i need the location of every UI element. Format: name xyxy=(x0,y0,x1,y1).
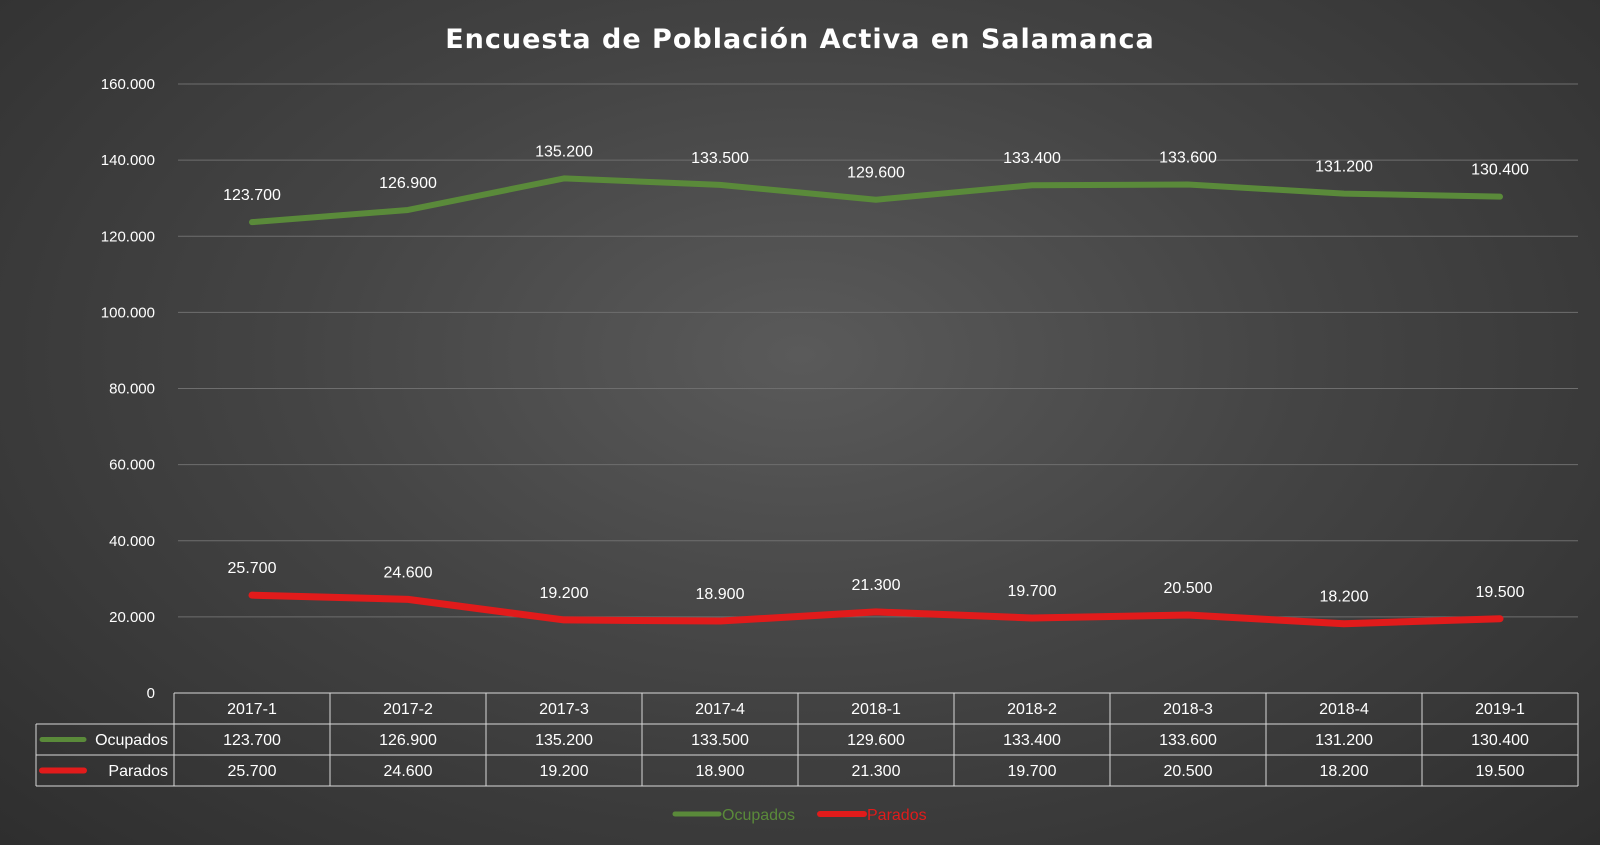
table-cell: 19.700 xyxy=(1008,763,1057,780)
table-cell: 24.600 xyxy=(384,763,433,780)
legend: Ocupados Parados xyxy=(672,807,927,824)
table-series-name: Parados xyxy=(108,763,168,780)
table-cell: 130.400 xyxy=(1471,732,1529,749)
data-label: 133.600 xyxy=(1159,149,1217,166)
data-label: 25.700 xyxy=(228,560,277,577)
x-tick-label: 2017-2 xyxy=(383,701,433,718)
data-table: 2017-1 2017-2 2017-3 2017-4 2018-1 2018-2 2018… xyxy=(35,692,1579,787)
data-label: 24.600 xyxy=(384,564,433,581)
x-tick-label: 2017-3 xyxy=(539,701,589,718)
data-label: 19.700 xyxy=(1008,583,1057,600)
table-cell: 129.600 xyxy=(847,732,905,749)
data-label: 126.900 xyxy=(379,175,437,192)
y-tick-label: 120.000 xyxy=(101,228,155,245)
y-axis-ticks: 0 20.000 40.000 60.000 80.000 100.000 120.000 1… xyxy=(101,76,155,702)
data-label: 20.500 xyxy=(1164,580,1213,597)
data-label: 135.200 xyxy=(535,143,593,160)
table-cell: 18.900 xyxy=(696,763,745,780)
x-tick-label: 2018-4 xyxy=(1319,701,1369,718)
data-label: 123.700 xyxy=(223,187,281,204)
table-cell: 135.200 xyxy=(535,732,593,749)
table-cell: 21.300 xyxy=(852,763,901,780)
y-tick-label: 160.000 xyxy=(101,76,155,93)
table-cell: 123.700 xyxy=(223,732,281,749)
y-tick-label: 0 xyxy=(147,685,155,702)
data-label: 133.500 xyxy=(691,150,749,167)
y-tick-label: 20.000 xyxy=(109,609,155,626)
data-label: 21.300 xyxy=(852,577,901,594)
table-cell: 133.400 xyxy=(1003,732,1061,749)
table-cell: 126.900 xyxy=(379,732,437,749)
table-series-name: Ocupados xyxy=(95,732,168,749)
series-lines xyxy=(248,175,1504,628)
y-tick-label: 60.000 xyxy=(109,457,155,474)
gridlines xyxy=(178,83,1578,618)
table-cell: 25.700 xyxy=(228,763,277,780)
x-tick-label: 2018-2 xyxy=(1007,701,1057,718)
table-cell: 131.200 xyxy=(1315,732,1373,749)
y-tick-label: 140.000 xyxy=(101,152,155,169)
legend-label: Parados xyxy=(867,807,927,824)
data-labels: 123.700 126.900 135.200 133.500 129.600 133.4… xyxy=(223,143,1529,605)
data-label: 131.200 xyxy=(1315,159,1373,176)
legend-label: Ocupados xyxy=(722,807,795,824)
table-cell: 133.600 xyxy=(1159,732,1217,749)
y-tick-label: 100.000 xyxy=(101,304,155,321)
table-cell: 133.500 xyxy=(691,732,749,749)
y-tick-label: 40.000 xyxy=(109,533,155,550)
data-label: 133.400 xyxy=(1003,150,1061,167)
x-tick-label: 2018-3 xyxy=(1163,701,1213,718)
data-label: 129.600 xyxy=(847,165,905,182)
table-cell: 20.500 xyxy=(1164,763,1213,780)
series-line-ocupados xyxy=(249,175,1503,226)
table-cell: 19.500 xyxy=(1476,763,1525,780)
x-tick-label: 2019-1 xyxy=(1475,701,1525,718)
table-cell: 18.200 xyxy=(1320,763,1369,780)
table-cell: 19.200 xyxy=(540,763,589,780)
y-tick-label: 80.000 xyxy=(109,381,155,398)
chart-title: Encuesta de Población Activa en Salamanc… xyxy=(445,24,1155,55)
data-label: 18.900 xyxy=(696,586,745,603)
data-label: 130.400 xyxy=(1471,162,1529,179)
data-label: 18.200 xyxy=(1320,589,1369,606)
series-line-parados xyxy=(248,591,1504,628)
x-tick-label: 2017-4 xyxy=(695,701,745,718)
x-tick-label: 2018-1 xyxy=(851,701,901,718)
x-tick-label: 2017-1 xyxy=(227,701,277,718)
data-label: 19.200 xyxy=(540,585,589,602)
data-label: 19.500 xyxy=(1476,584,1525,601)
